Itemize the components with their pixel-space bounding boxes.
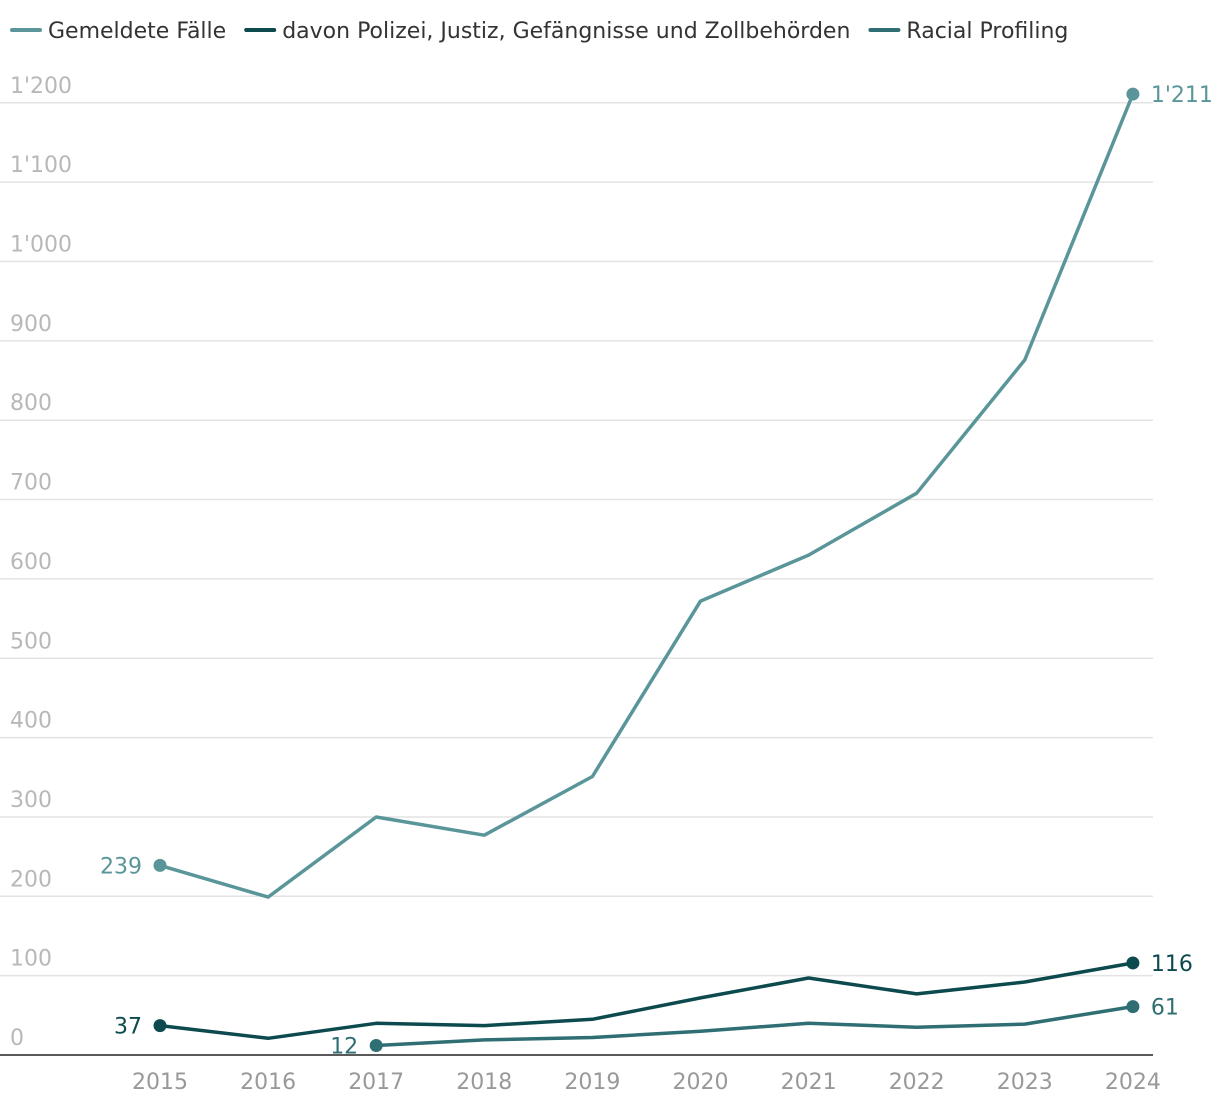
- series-start-label: 37: [114, 1015, 142, 1040]
- series-end-label: 1'211: [1151, 83, 1213, 108]
- y-axis-ticks: 0 100 200 300 400 500 600 700 800 900 1'000 1'100 1'…: [10, 74, 72, 1051]
- y-tick-label: 400: [10, 709, 52, 734]
- y-tick-label: 1'200: [10, 74, 72, 99]
- series: 37 116: [114, 952, 1193, 1041]
- series-end-point: [1126, 1000, 1140, 1014]
- series-start-point: [153, 1019, 167, 1033]
- series-group: 239 1'211 37 116 12 61: [100, 83, 1213, 1059]
- grid-lines: [0, 102, 1153, 977]
- legend-entry: davon Polizei, Justiz, Gefängnisse und Z…: [282, 19, 850, 44]
- x-tick-label: 2024: [1105, 1070, 1161, 1095]
- legend-entry: Racial Profiling: [906, 19, 1068, 44]
- y-tick-label: 800: [10, 391, 52, 416]
- y-tick-label: 500: [10, 629, 52, 654]
- series-line: [158, 961, 1135, 1041]
- x-tick-label: 2023: [997, 1070, 1053, 1095]
- series-line: [158, 92, 1135, 899]
- series-end-point: [1126, 87, 1140, 101]
- x-tick-label: 2022: [889, 1070, 945, 1095]
- x-tick-label: 2018: [456, 1070, 512, 1095]
- y-tick-label: 700: [10, 471, 52, 496]
- y-tick-label: 0: [10, 1026, 24, 1051]
- y-tick-label: 600: [10, 550, 52, 575]
- y-tick-label: 200: [10, 867, 52, 892]
- x-axis-ticks: 2015 2016 2017 2018 2019 2020 2021 2022 2023 2024: [132, 1070, 1161, 1095]
- series-start-label: 239: [100, 854, 142, 879]
- x-tick-label: 2020: [673, 1070, 729, 1095]
- x-tick-label: 2017: [348, 1070, 404, 1095]
- series-start-label: 12: [330, 1034, 358, 1059]
- x-tick-label: 2016: [240, 1070, 296, 1095]
- series-end-label: 61: [1151, 996, 1179, 1021]
- series-end-point: [1126, 956, 1140, 970]
- x-tick-label: 2015: [132, 1070, 188, 1095]
- legend-entry: Gemeldete Fälle: [48, 19, 226, 44]
- series-start-point: [153, 858, 167, 872]
- legend: Gemeldete Fälle davon Polizei, Justiz, Ge…: [10, 19, 1068, 44]
- x-tick-label: 2021: [781, 1070, 837, 1095]
- series-end-label: 116: [1151, 952, 1193, 977]
- y-tick-label: 900: [10, 312, 52, 337]
- series: 239 1'211: [100, 83, 1213, 899]
- x-tick-label: 2019: [564, 1070, 620, 1095]
- y-tick-label: 1'000: [10, 233, 72, 258]
- y-tick-label: 300: [10, 788, 52, 813]
- series-line: [374, 1004, 1135, 1048]
- series: 12 61: [330, 996, 1179, 1060]
- y-tick-label: 1'100: [10, 153, 72, 178]
- y-tick-label: 100: [10, 947, 52, 972]
- series-start-point: [369, 1038, 383, 1052]
